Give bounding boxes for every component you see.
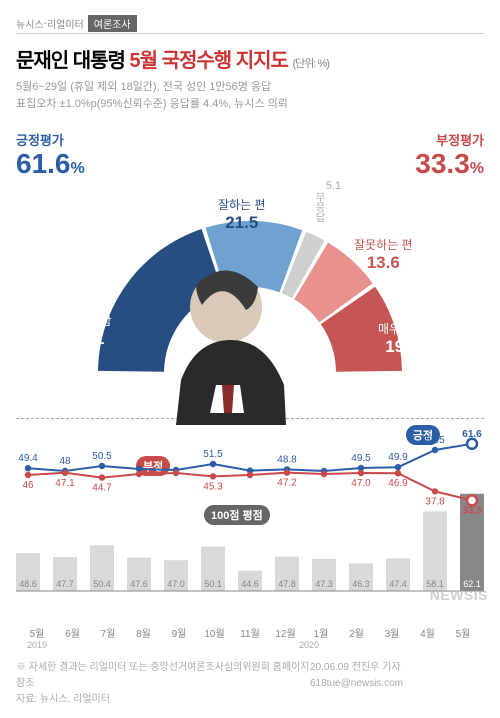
trend-years: 2019 2020 bbox=[16, 640, 484, 650]
svg-text:47.0: 47.0 bbox=[351, 478, 371, 489]
survey-meta: 5월6~29일 (휴일 제외 18일간), 전국 성인 1만56명 응답 표집오… bbox=[16, 79, 484, 112]
svg-text:47.7: 47.7 bbox=[56, 579, 74, 589]
svg-text:47.4: 47.4 bbox=[389, 579, 407, 589]
svg-text:47.8: 47.8 bbox=[278, 579, 296, 589]
svg-text:51.5: 51.5 bbox=[203, 449, 223, 460]
svg-text:33.3: 33.3 bbox=[462, 505, 482, 516]
svg-text:46.3: 46.3 bbox=[352, 579, 370, 589]
svg-text:47.3: 47.3 bbox=[315, 579, 333, 589]
header-tag: 여론조사 bbox=[88, 15, 137, 32]
svg-text:47.0: 47.0 bbox=[167, 579, 185, 589]
svg-text:50.5: 50.5 bbox=[92, 451, 112, 462]
trend-svg: 48.6 47.7 50.4 47.6 47.0 50.1 44.6 47.8 47.3 46.3… bbox=[16, 423, 484, 603]
footnote: ※ 자세한 결과는 리얼미터 또는 중앙선거여론조사심의위원회 홈페이지 참조 … bbox=[16, 660, 484, 708]
trend-chart: 긍정 부정 100점 평점 48.647.750.447.647.050.144… bbox=[16, 423, 484, 623]
svg-text:48.8: 48.8 bbox=[277, 454, 297, 465]
svg-text:48.6: 48.6 bbox=[19, 579, 37, 589]
page-title: 문재인 대통령 5월 국정수행 지지도 (단위: %) bbox=[16, 44, 484, 73]
svg-text:49.5: 49.5 bbox=[351, 453, 371, 464]
svg-text:49.9: 49.9 bbox=[388, 452, 408, 463]
portrait-placeholder bbox=[136, 245, 326, 435]
segment-3: 5.1무응답 bbox=[311, 180, 356, 222]
svg-text:47.6: 47.6 bbox=[130, 579, 148, 589]
approval-gauge: 긍정평가 61.6% 부정평가 33.3% 매우 잘함40.1 잘하는 편21.… bbox=[16, 130, 484, 410]
svg-text:58.5: 58.5 bbox=[425, 435, 445, 446]
svg-text:49.4: 49.4 bbox=[18, 453, 38, 464]
svg-text:48: 48 bbox=[59, 456, 71, 467]
svg-text:37.8: 37.8 bbox=[425, 496, 445, 507]
segment-1: 매우 잘함40.1 bbox=[64, 312, 112, 349]
svg-text:44.6: 44.6 bbox=[241, 579, 259, 589]
svg-text:61.6: 61.6 bbox=[462, 429, 482, 440]
trend-xaxis: 5월6월7월8월9월10월11월12월1월2월3월4월5월 bbox=[16, 625, 484, 640]
svg-text:50.4: 50.4 bbox=[93, 579, 111, 589]
positive-label: 긍정평가 bbox=[16, 130, 64, 149]
svg-text:47.2: 47.2 bbox=[277, 478, 297, 489]
svg-text:44.7: 44.7 bbox=[92, 483, 112, 494]
svg-text:47.1: 47.1 bbox=[55, 478, 75, 489]
watermark: NEWSIS bbox=[430, 587, 488, 603]
negative-label: 부정평가 bbox=[436, 130, 484, 149]
svg-text:50.1: 50.1 bbox=[204, 579, 222, 589]
segment-5: 매우 잘못19.8 bbox=[378, 320, 426, 357]
header-bar: 뉴시스 - 리얼미터 여론조사 bbox=[16, 14, 484, 34]
header-logo2: 리얼미터 bbox=[47, 16, 84, 31]
svg-text:46: 46 bbox=[22, 480, 34, 491]
header-logo1: 뉴시스 bbox=[16, 16, 44, 31]
segment-2: 잘하는 편21.5 bbox=[218, 196, 266, 233]
segment-4: 잘못하는 편13.6 bbox=[354, 236, 413, 273]
svg-text:45.3: 45.3 bbox=[203, 481, 223, 492]
svg-text:46.9: 46.9 bbox=[388, 478, 408, 489]
